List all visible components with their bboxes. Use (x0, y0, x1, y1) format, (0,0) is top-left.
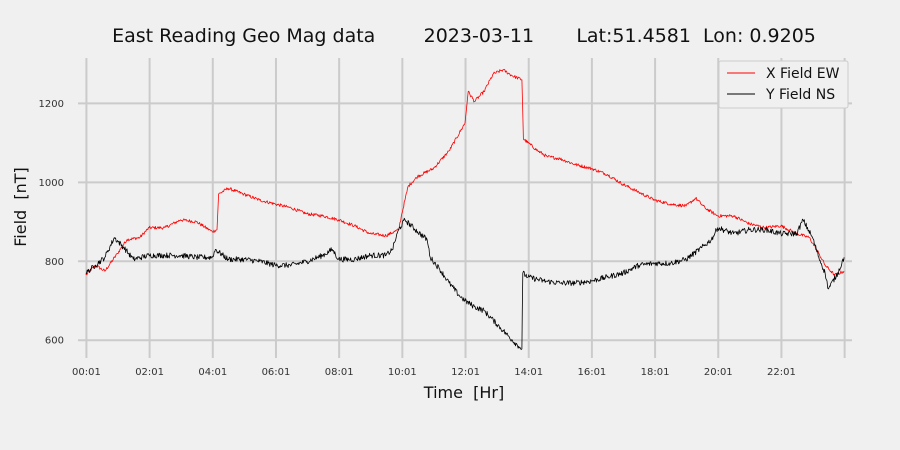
series-line-y-field (85, 217, 845, 350)
x-tick-label: 00:01 (72, 367, 101, 378)
x-tick-label: 06:01 (262, 367, 291, 378)
chart-title: East Reading Geo Mag data 2023-03-11 Lat… (112, 25, 816, 47)
y-tick-label: 1200 (39, 99, 64, 110)
legend-label-y-field: Y Field NS (765, 87, 835, 103)
x-tick-label: 02:01 (135, 367, 164, 378)
x-tick-label: 22:01 (767, 367, 796, 378)
y-tick-label: 600 (45, 336, 64, 347)
y-axis-ticks: 600 800 1000 1200 (39, 99, 64, 347)
x-tick-label: 20:01 (704, 367, 733, 378)
x-tick-label: 16:01 (577, 367, 606, 378)
y-tick-label: 1000 (39, 178, 64, 189)
x-tick-label: 04:01 (198, 367, 227, 378)
legend: X Field EW Y Field NS (718, 60, 849, 109)
y-tick-label: 800 (45, 257, 64, 268)
plot-lines (85, 68, 845, 350)
x-tick-label: 10:01 (388, 367, 417, 378)
x-tick-label: 12:01 (451, 367, 480, 378)
series-line-x-field (85, 68, 845, 276)
x-axis-label: Time [Hr] (423, 383, 504, 402)
x-tick-label: 18:01 (641, 367, 670, 378)
x-tick-label: 14:01 (514, 367, 543, 378)
x-axis-ticks: 00:01 02:01 04:01 06:01 08:01 10:01 12:01 14:01… (72, 367, 796, 378)
x-tick-label: 08:01 (325, 367, 354, 378)
y-axis-label: Field [nT] (11, 167, 30, 247)
legend-label-x-field: X Field EW (766, 66, 840, 82)
